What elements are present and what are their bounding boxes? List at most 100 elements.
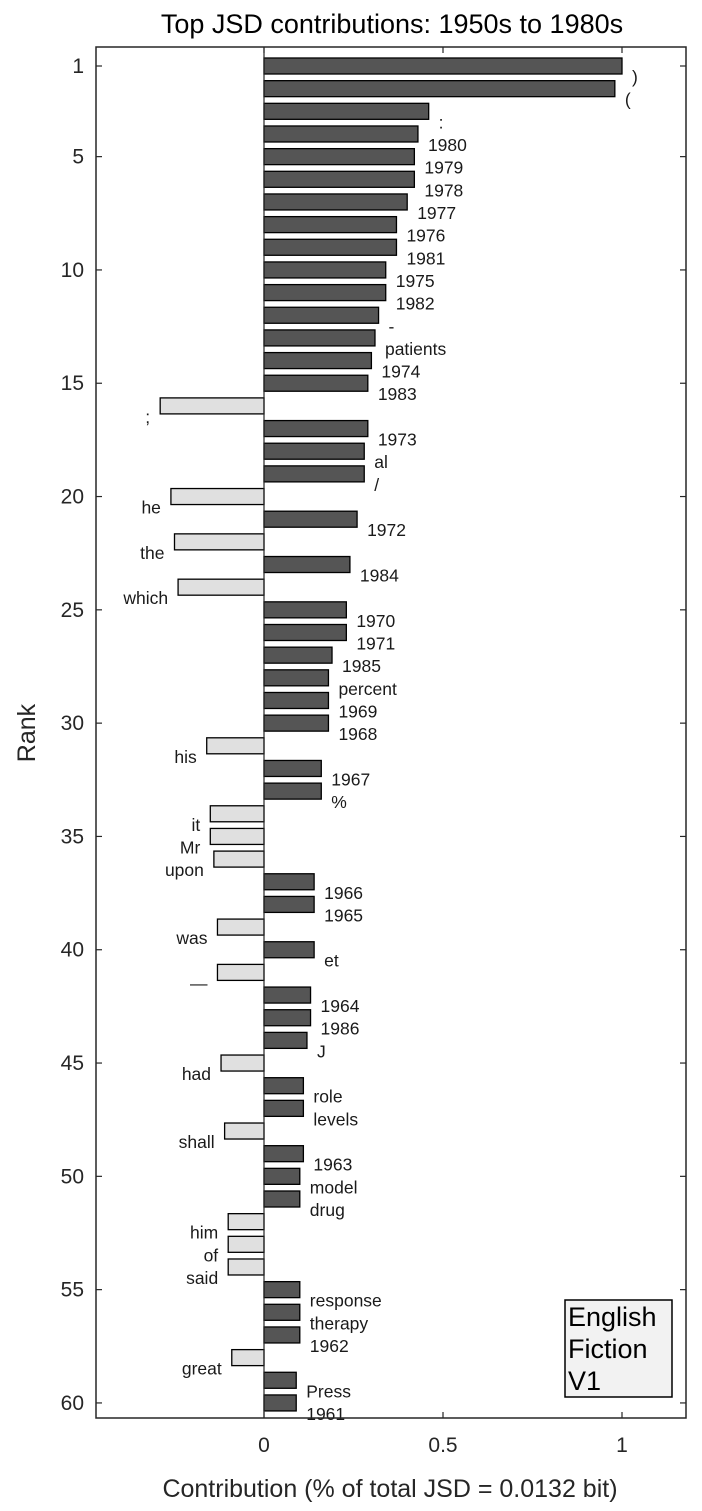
y-tick-label-55: 55	[61, 1279, 84, 1302]
bar-rank-10	[263, 261, 387, 279]
bar-rank-30	[263, 714, 330, 732]
bar-rank-52	[227, 1213, 265, 1231]
bar-label-rank-50: model	[310, 1177, 358, 1197]
bar-rank-17	[263, 419, 369, 438]
bar-rank-18	[263, 442, 365, 460]
x-tick-label-2: 1	[616, 1434, 628, 1457]
bar-label-rank-39: was	[175, 928, 207, 948]
bar-label-rank-45: had	[182, 1064, 211, 1084]
bar-label-rank-35: Mr	[180, 837, 201, 857]
bar-label-rank-21: 1972	[367, 520, 406, 540]
bar-rank-32	[263, 759, 322, 778]
y-axis-label: Rank	[13, 703, 41, 762]
bar-rank-22	[173, 533, 265, 551]
bar-rank-55	[263, 1280, 301, 1299]
bar-rank-35	[209, 827, 265, 846]
bar-label-rank-52: him	[190, 1223, 218, 1243]
bar-label-rank-26: 1971	[356, 634, 395, 654]
bar-label-rank-48: shall	[179, 1132, 215, 1152]
bar-rank-36	[213, 850, 265, 868]
y-tick-label-15: 15	[61, 372, 84, 395]
bar-rank-3	[263, 102, 430, 120]
bar-rank-45	[220, 1054, 265, 1072]
bar-label-rank-58: great	[182, 1359, 222, 1379]
bar-label-rank-16: ;	[145, 407, 150, 427]
bar-rank-44	[263, 1031, 308, 1050]
y-tick-label-50: 50	[61, 1165, 84, 1188]
y-tick-label-20: 20	[61, 486, 84, 509]
bar-rank-34	[209, 805, 265, 823]
bar-rank-14	[263, 351, 373, 370]
bar-label-rank-6: 1978	[424, 180, 463, 200]
bar-rank-6	[263, 170, 416, 188]
bar-rank-31	[206, 737, 265, 755]
bar-label-rank-32: 1967	[331, 769, 370, 789]
bar-label-rank-3: :	[439, 112, 444, 132]
bar-label-rank-34: it	[192, 815, 201, 835]
bar-rank-50	[263, 1167, 301, 1185]
bar-label-rank-15: 1983	[378, 384, 417, 404]
bar-rank-11	[263, 283, 387, 302]
bar-rank-41	[216, 963, 265, 982]
bar-label-rank-14: 1974	[381, 362, 420, 382]
bar-rank-40	[263, 941, 315, 959]
legend-box: English Fiction V1	[564, 1299, 673, 1398]
bar-rank-13	[263, 329, 376, 347]
bar-label-rank-46: role	[313, 1087, 342, 1107]
bar-label-rank-9: 1981	[406, 248, 445, 268]
bar-label-rank-57: 1962	[310, 1336, 349, 1356]
bar-rank-15	[263, 374, 369, 392]
x-axis-label: Contribution (% of total JSD = 0.0132 bi…	[162, 1475, 617, 1503]
bar-rank-21	[263, 510, 358, 528]
bar-label-rank-31: his	[174, 747, 197, 767]
bar-rank-59	[263, 1371, 297, 1389]
x-tick-label-0: 0	[258, 1434, 270, 1457]
bar-label-rank-8: 1976	[406, 226, 445, 246]
bar-label-rank-24: which	[122, 588, 168, 608]
y-tick-label-1: 1	[72, 55, 84, 78]
bar-label-rank-41: —	[190, 973, 208, 993]
y-tick-label-10: 10	[61, 259, 84, 282]
y-tick-label-45: 45	[61, 1052, 84, 1075]
bar-rank-7	[263, 193, 408, 211]
y-tick-label-30: 30	[61, 712, 84, 735]
bar-label-rank-5: 1979	[424, 158, 463, 178]
bar-rank-46	[263, 1077, 305, 1095]
bar-label-rank-1: )	[632, 67, 638, 87]
y-tick-label-40: 40	[61, 939, 84, 962]
bar-label-rank-59: Press	[306, 1381, 351, 1401]
bar-rank-16	[159, 397, 265, 415]
bar-label-rank-60: 1961	[306, 1404, 345, 1424]
plot-frame	[95, 46, 687, 1419]
bar-label-rank-49: 1963	[313, 1155, 352, 1175]
bar-rank-48	[223, 1122, 265, 1140]
bar-rank-53	[227, 1235, 265, 1253]
bar-rank-54	[227, 1258, 265, 1276]
chart-title: Top JSD contributions: 1950s to 1980s	[161, 9, 623, 39]
bar-rank-49	[263, 1145, 305, 1163]
bar-rank-27	[263, 646, 333, 664]
bar-label-rank-56: therapy	[310, 1313, 369, 1333]
bar-rank-1	[263, 57, 623, 75]
bar-label-rank-18: al	[374, 452, 388, 472]
legend-line-2: Fiction	[568, 1334, 648, 1364]
bar-label-rank-12: -	[389, 316, 395, 336]
legend-line-3: V1	[568, 1366, 601, 1396]
bar-label-rank-2: (	[625, 90, 631, 110]
legend-line-1: English	[568, 1302, 657, 1332]
bar-label-rank-10: 1975	[396, 271, 435, 291]
y-tick-label-35: 35	[61, 825, 84, 848]
bar-label-rank-44: J	[317, 1041, 326, 1061]
y-tick-label-25: 25	[61, 599, 84, 622]
bar-label-rank-55: response	[310, 1291, 382, 1311]
bar-rank-38	[263, 895, 315, 914]
bar-rank-25	[263, 601, 347, 619]
bar-rank-26	[263, 623, 347, 642]
bar-label-rank-54: said	[186, 1268, 218, 1288]
bar-rank-19	[263, 465, 365, 483]
bar-label-rank-53: of	[204, 1245, 219, 1265]
bar-rank-23	[263, 555, 351, 574]
bar-rank-20	[170, 487, 265, 506]
